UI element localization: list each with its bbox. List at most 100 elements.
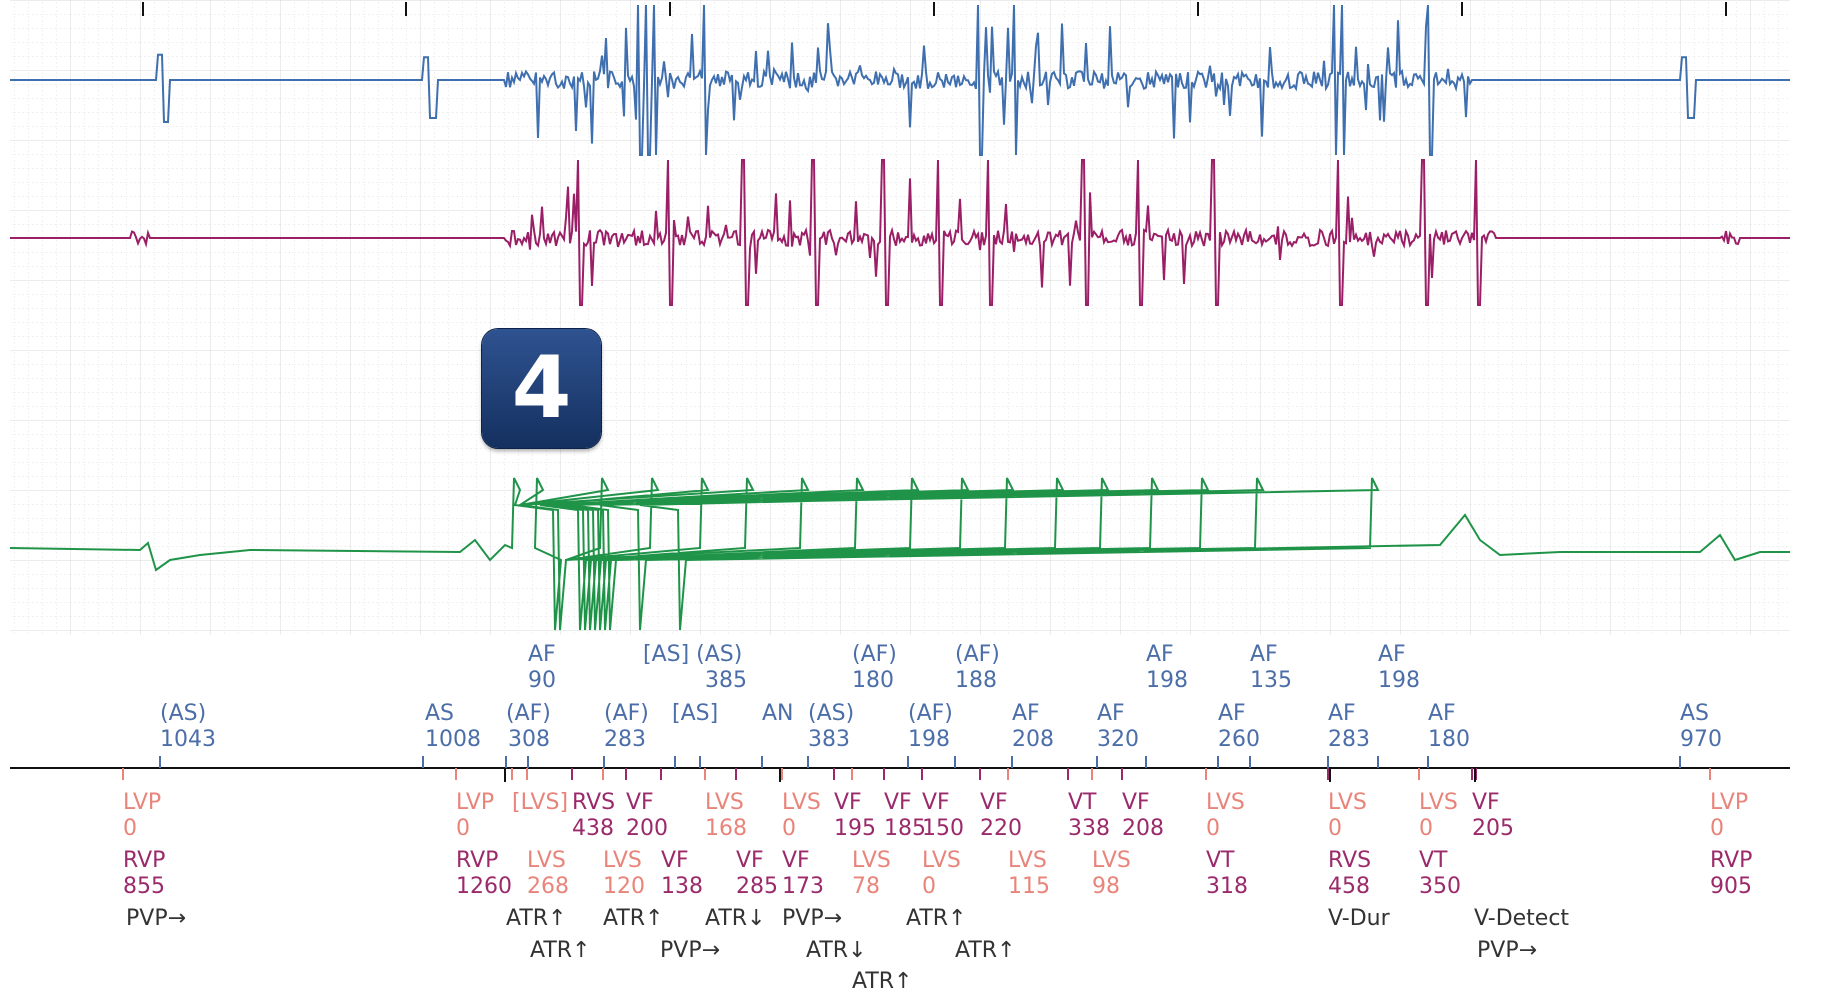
marker-label: LVS <box>527 848 566 873</box>
marker-value: 115 <box>1008 874 1050 899</box>
marker-label: VF <box>884 790 912 815</box>
marker-label: AF <box>528 642 556 667</box>
marker-value: 318 <box>1206 874 1248 899</box>
marker-label: RVP <box>1710 848 1752 873</box>
marker-label: RVP <box>456 848 498 873</box>
marker-value: 150 <box>922 816 964 841</box>
marker-label: (AF) <box>506 701 551 726</box>
event-label: PVP→ <box>1477 938 1537 963</box>
marker-value: 200 <box>626 816 668 841</box>
event-label: PVP→ <box>660 938 720 963</box>
ventricular-markers-row1: LVP 0 LVP 0 [LVS] RVS 438 VF 200 LVS 168… <box>123 790 1748 841</box>
event-label: ATR↑ <box>506 906 567 931</box>
rv-trace <box>10 159 1790 306</box>
marker-label: AF <box>1328 701 1356 726</box>
marker-value: 0 <box>123 816 137 841</box>
marker-value: 198 <box>1378 668 1420 693</box>
marker-value: 180 <box>1428 727 1470 752</box>
marker-value: 0 <box>456 816 470 841</box>
marker-value: 385 <box>705 668 747 693</box>
marker-value: 220 <box>980 816 1022 841</box>
marker-label: [AS] (AS) <box>643 642 742 667</box>
marker-label: VF <box>922 790 950 815</box>
event-label: ATR↑ <box>906 906 967 931</box>
marker-label: VF <box>661 848 689 873</box>
marker-label: LVP <box>1710 790 1748 815</box>
marker-label: LVP <box>123 790 161 815</box>
marker-value: 78 <box>852 874 880 899</box>
marker-value: 0 <box>1419 816 1433 841</box>
marker-value: 135 <box>1250 668 1292 693</box>
marker-label: AF <box>1378 642 1406 667</box>
marker-label: VF <box>1472 790 1500 815</box>
marker-label: AF <box>1012 701 1040 726</box>
event-label: ATR↑ <box>603 906 664 931</box>
marker-value: 180 <box>852 668 894 693</box>
marker-value: 0 <box>922 874 936 899</box>
marker-value: 320 <box>1097 727 1139 752</box>
marker-label: AS <box>1680 701 1709 726</box>
event-markers: PVP→ ATR↑ ATR↑ ATR↓ PVP→ ATR↑ ATR↑ PVP→ … <box>126 906 1569 994</box>
marker-value: 338 <box>1068 816 1110 841</box>
marker-value: 90 <box>528 668 556 693</box>
marker-label: LVS <box>603 848 642 873</box>
shock-trace <box>9 477 1790 631</box>
event-label: V-Dur <box>1328 906 1391 931</box>
marker-value: 173 <box>782 874 824 899</box>
marker-label: LVS <box>705 790 744 815</box>
marker-value: 1043 <box>160 727 216 752</box>
marker-label: LVS <box>782 790 821 815</box>
marker-label: RVS <box>1328 848 1371 873</box>
marker-label: RVP <box>123 848 165 873</box>
marker-label: VT <box>1206 848 1235 873</box>
event-label: PVP→ <box>126 906 186 931</box>
marker-label: LVS <box>1206 790 1245 815</box>
marker-label: VF <box>626 790 654 815</box>
marker-value: 0 <box>1206 816 1220 841</box>
marker-value: 0 <box>1328 816 1342 841</box>
event-label: ATR↑ <box>530 938 591 963</box>
marker-value: 138 <box>661 874 703 899</box>
marker-label: (AS) <box>160 701 206 726</box>
marker-label: LVS <box>852 848 891 873</box>
marker-label: LVS <box>1419 790 1458 815</box>
marker-label: VT <box>1419 848 1448 873</box>
marker-label: LVP <box>456 790 494 815</box>
marker-label: VF <box>1122 790 1150 815</box>
marker-label: LVS <box>922 848 961 873</box>
marker-label: LVS <box>1092 848 1131 873</box>
marker-label: [AS] <box>672 701 718 726</box>
step-number-badge: 4 <box>482 329 601 448</box>
time-ticks <box>142 2 1727 16</box>
marker-value: 0 <box>1710 816 1724 841</box>
marker-label: VF <box>782 848 810 873</box>
marker-ticks <box>122 756 1711 782</box>
marker-label: AF <box>1250 642 1278 667</box>
marker-value: 1008 <box>425 727 481 752</box>
marker-value: 905 <box>1710 874 1752 899</box>
marker-label: AS <box>425 701 454 726</box>
marker-label: VF <box>980 790 1008 815</box>
marker-value: 438 <box>572 816 614 841</box>
marker-value: 283 <box>1328 727 1370 752</box>
marker-value: 260 <box>1218 727 1260 752</box>
marker-value: 0 <box>782 816 796 841</box>
marker-value: 168 <box>705 816 747 841</box>
event-label: ATR↓ <box>806 938 867 963</box>
marker-value: 208 <box>1012 727 1054 752</box>
marker-value: 383 <box>808 727 850 752</box>
marker-value: 283 <box>604 727 646 752</box>
marker-label: [LVS] <box>512 790 568 815</box>
marker-label: (AS) <box>808 701 854 726</box>
marker-value: 268 <box>527 874 569 899</box>
event-label: PVP→ <box>782 906 842 931</box>
marker-value: 308 <box>508 727 550 752</box>
marker-label: RVS <box>572 790 615 815</box>
marker-value: 458 <box>1328 874 1370 899</box>
marker-label: AF <box>1218 701 1246 726</box>
marker-value: 350 <box>1419 874 1461 899</box>
marker-value: 1260 <box>456 874 512 899</box>
event-label: ATR↓ <box>705 906 766 931</box>
marker-value: 198 <box>1146 668 1188 693</box>
